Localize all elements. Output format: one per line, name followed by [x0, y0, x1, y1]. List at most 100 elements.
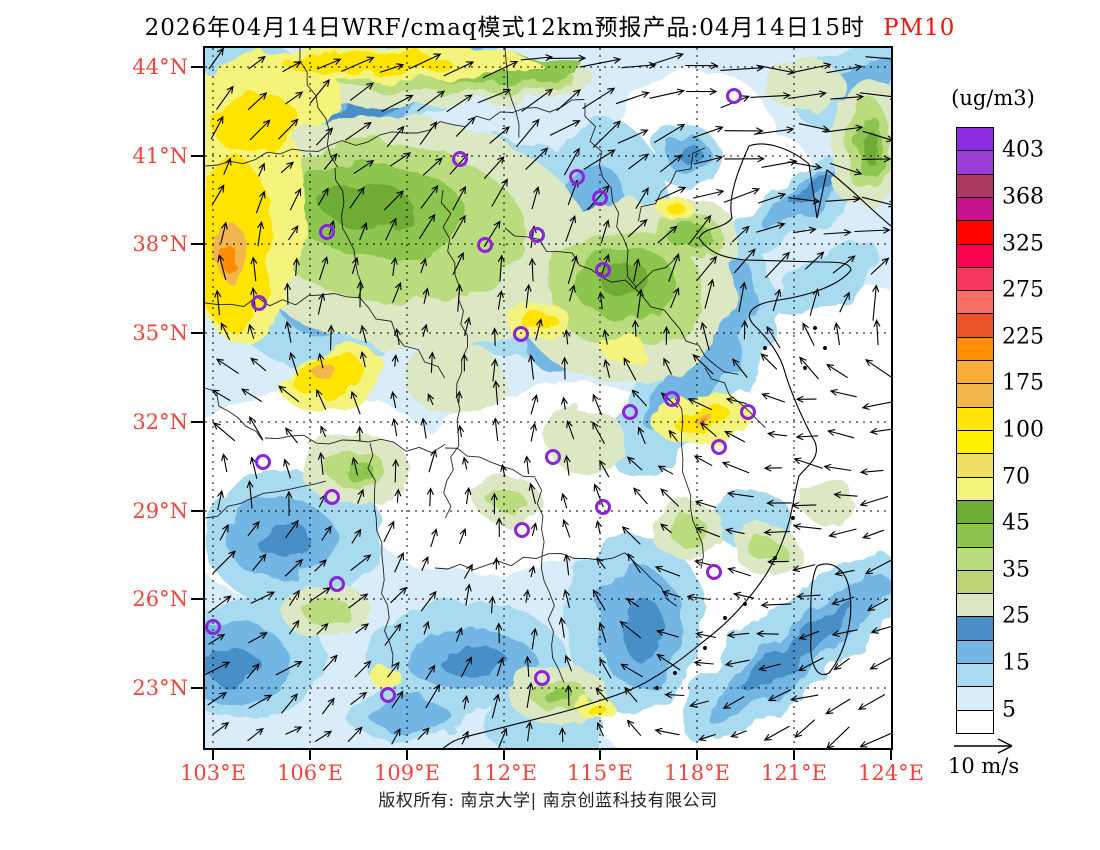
wind-arrow: [695, 255, 717, 281]
lon-tick: [406, 748, 408, 760]
wind-arrow: [593, 482, 604, 507]
city-marker: [451, 150, 468, 167]
city-marker: [594, 261, 611, 278]
map-frame: [202, 45, 893, 750]
wind-arrow: [458, 527, 466, 544]
wind-arrow: [726, 566, 751, 576]
wind-arrow: [685, 87, 717, 95]
wind-arrow: [215, 357, 239, 374]
wind-arrow: [461, 694, 469, 709]
wind-arrow: [795, 432, 818, 440]
lat-tick: [191, 155, 205, 157]
wind-arrow: [565, 419, 574, 439]
wind-arrow: [344, 121, 372, 141]
wind-arrow: [280, 692, 298, 714]
wind-arrow: [418, 213, 435, 239]
wind-arrow: [693, 154, 723, 165]
city-marker: [328, 575, 345, 592]
boundary-line: [404, 98, 584, 133]
lat-tick: [191, 510, 205, 512]
wind-arrow: [347, 592, 368, 608]
colorbar-segment: [956, 406, 994, 432]
wind-arrow: [391, 281, 402, 303]
lon-label: 115°E: [567, 761, 633, 785]
wind-arrow: [429, 527, 438, 547]
wind-arrow: [419, 184, 438, 209]
wind-arrow: [594, 519, 602, 534]
wind-arrow: [859, 467, 883, 475]
wind-arrow: [215, 85, 234, 110]
pollutant-label: PM10: [883, 15, 956, 41]
boundary-line: [334, 167, 363, 298]
wind-arrow: [461, 729, 469, 745]
taiwan-outline: [809, 563, 851, 675]
wind-arrow: [251, 553, 266, 571]
wind-arrow: [389, 586, 407, 603]
wind-arrow: [497, 253, 505, 282]
wind-arrow: [757, 192, 786, 204]
city-marker: [379, 686, 396, 703]
wind-arrow: [724, 659, 750, 667]
lat-label: 41°N: [132, 144, 188, 168]
wind-arrow: [420, 590, 437, 611]
wind-arrow: [861, 529, 884, 539]
wind-arrow: [288, 589, 300, 606]
colorbar-segment: [956, 546, 994, 572]
boundary-line: [634, 257, 676, 288]
wind-arrow: [655, 653, 681, 670]
wind-arrow: [648, 52, 684, 66]
wind-arrow: [491, 692, 500, 718]
coastlines: [441, 142, 891, 748]
wind-arrow: [393, 551, 404, 573]
wind-arrow: [380, 94, 414, 112]
wind-arrow: [563, 146, 580, 175]
wind-arrow: [662, 356, 672, 375]
colorbar-tick-label: 15: [1002, 650, 1030, 676]
colorbar-segment: [956, 499, 994, 525]
wind-arrow: [482, 60, 518, 78]
wind-arrow: [463, 486, 471, 504]
wind-arrow: [477, 88, 511, 103]
colorbar-segment: [956, 360, 994, 385]
wind-arrow: [528, 482, 536, 504]
wind-arrow: [787, 89, 827, 99]
wind-arrow: [492, 379, 500, 405]
wind-arrow: [319, 424, 327, 437]
wind-arrow: [212, 421, 235, 441]
wind-arrow: [832, 657, 850, 670]
wind-arrow: [583, 148, 616, 170]
boundary-line: [504, 47, 519, 138]
lat-tick: [191, 243, 205, 245]
wind-arrow: [564, 214, 576, 242]
wind-arrow: [864, 559, 891, 574]
wind-arrow: [463, 316, 471, 336]
lat-label: 32°N: [132, 410, 188, 434]
city-marker: [663, 390, 680, 407]
wind-arrow: [522, 588, 530, 603]
wind-arrow: [654, 565, 680, 577]
wind-arrow: [830, 595, 855, 605]
wind-arrow: [284, 725, 302, 735]
wind-arrow: [798, 122, 830, 132]
wind-arrow: [692, 125, 724, 138]
wind-arrow: [422, 286, 430, 304]
wind-arrow: [316, 352, 324, 368]
wind-arrow: [249, 356, 266, 371]
boundary-line: [704, 367, 766, 428]
lon-label: 124°E: [858, 761, 924, 785]
wind-arrow: [289, 187, 301, 211]
wind-arrow: [871, 283, 879, 321]
wind-arrow: [317, 186, 329, 205]
wind-arrow: [530, 627, 538, 649]
wind-arrow: [667, 252, 680, 282]
colorbar-segment: [956, 290, 994, 315]
colorbar-segment: [956, 709, 994, 735]
wind-arrow: [648, 88, 685, 99]
colorbar-segment: [956, 243, 994, 269]
lon-tick: [503, 748, 505, 760]
wind-arrow: [864, 55, 891, 62]
wind-arrow: [694, 499, 716, 508]
wind-arrow: [315, 622, 329, 635]
city-marker: [254, 453, 271, 470]
wind-arrow: [823, 123, 863, 133]
